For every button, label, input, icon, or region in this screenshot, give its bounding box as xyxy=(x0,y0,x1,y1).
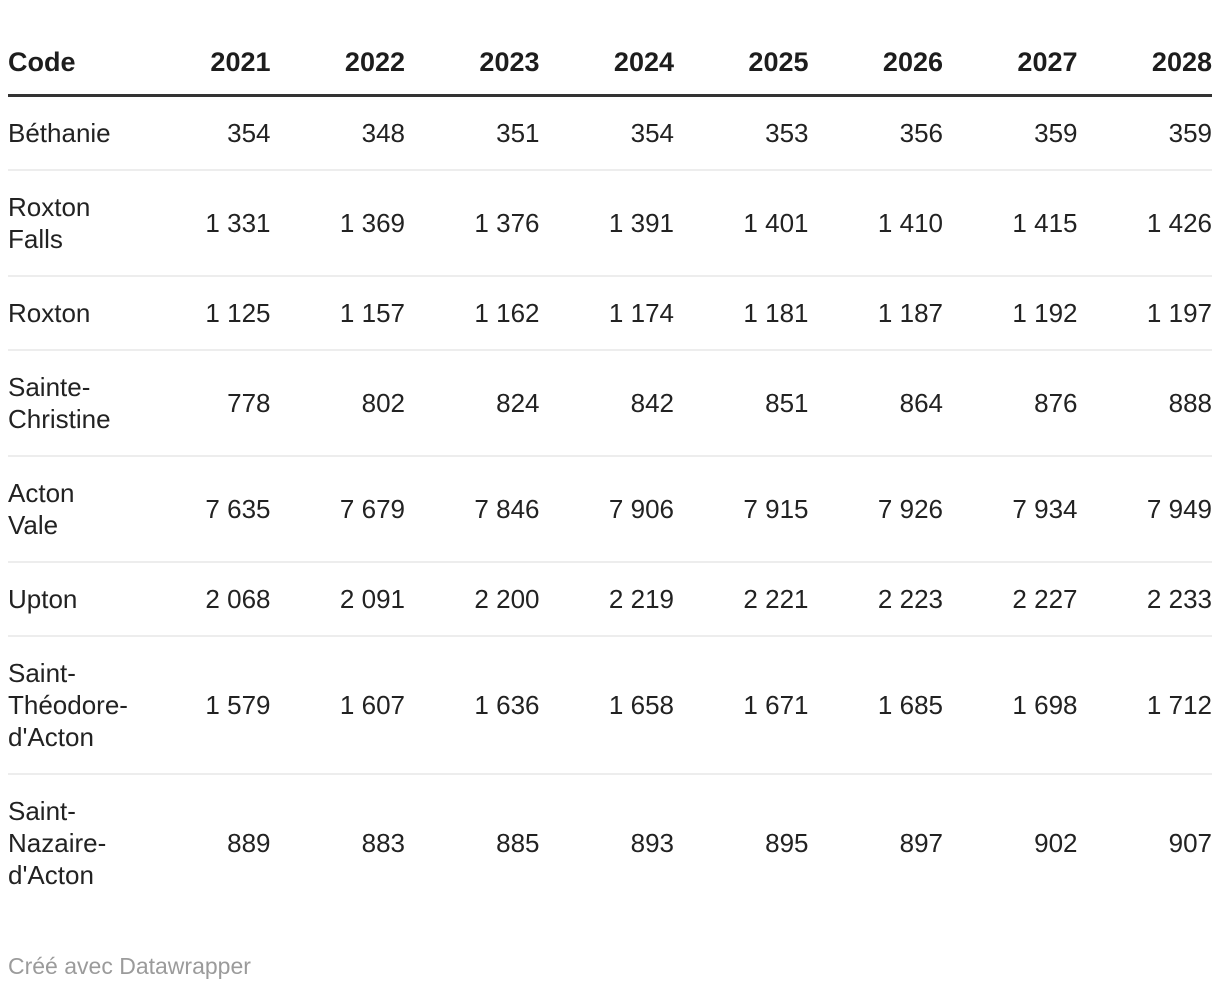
value-cell: 356 xyxy=(808,95,943,171)
table-row: Roxton 1 125 1 157 1 162 1 174 1 181 1 187 1 19… xyxy=(8,276,1212,351)
value-cell: 1 369 xyxy=(270,170,405,277)
value-cell: 1 376 xyxy=(405,170,540,277)
row-label: Upton xyxy=(8,562,136,637)
table-row: Sainte- Christine 778 802 824 842 851 864 876 88… xyxy=(8,350,1212,457)
value-cell: 1 658 xyxy=(539,636,674,775)
value-cell: 1 162 xyxy=(405,276,540,351)
value-cell: 1 410 xyxy=(808,170,943,277)
year-column-header: 2028 xyxy=(1077,0,1212,97)
value-cell: 1 607 xyxy=(270,636,405,775)
value-cell: 1 685 xyxy=(808,636,943,775)
value-cell: 1 174 xyxy=(539,276,674,351)
value-cell: 893 xyxy=(630,828,674,858)
value-cell: 1 187 xyxy=(808,276,943,351)
value-cell: 354 xyxy=(136,95,271,171)
value-cell: 7 926 xyxy=(808,456,943,563)
value-cell: 1 157 xyxy=(270,276,405,351)
value-cell: 2 223 xyxy=(808,562,943,637)
table-row: Béthanie 354 348 351 354 353 356 359 359 xyxy=(8,95,1212,171)
value-cell: 1 331 xyxy=(136,170,271,277)
year-column-header: 2021 xyxy=(136,0,271,97)
value-cell: 7 679 xyxy=(270,456,405,563)
row-label: Roxton Falls xyxy=(8,170,136,277)
value-cell: 359 xyxy=(1077,95,1212,171)
header-row: Code 2021 2022 2023 2024 2025 2026 2027 2028 xyxy=(8,0,1212,97)
value-cell: 2 200 xyxy=(405,562,540,637)
value-cell: 1 671 xyxy=(674,636,809,775)
row-label: Béthanie xyxy=(8,95,136,171)
table-row: Upton 2 068 2 091 2 200 2 219 2 221 2 223 2 227… xyxy=(8,562,1212,637)
value-cell: 902 xyxy=(1034,828,1078,858)
value-cell: 7 635 xyxy=(136,456,271,563)
value-cell: 885 xyxy=(496,828,540,858)
year-column-header: 2022 xyxy=(270,0,405,97)
row-label: Acton Vale xyxy=(8,456,136,563)
value-cell: 1 426 xyxy=(1077,170,1212,277)
value-cell: 2 219 xyxy=(539,562,674,637)
value-cell: 2 233 xyxy=(1077,562,1212,637)
datawrapper-credit-link[interactable]: Créé avec Datawrapper xyxy=(8,953,251,979)
value-cell: 348 xyxy=(270,95,405,171)
value-cell: 353 xyxy=(674,95,809,171)
table-row: Saint- Théodore- d'Acton 1 579 1 607 1 636 1… xyxy=(8,636,1212,775)
value-cell: 1 579 xyxy=(136,636,271,775)
value-cell: 351 xyxy=(405,95,540,171)
value-cell: 897 xyxy=(899,828,943,858)
value-cell: 883 xyxy=(361,828,405,858)
table-body: Béthanie 354 348 351 354 353 356 359 359 Roxton F… xyxy=(8,95,1212,912)
value-cell: 1 401 xyxy=(674,170,809,277)
value-cell: 7 846 xyxy=(405,456,540,563)
value-cell: 1 192 xyxy=(943,276,1078,351)
year-column-header: 2025 xyxy=(674,0,809,97)
value-cell: 2 091 xyxy=(270,562,405,637)
value-cell: 851 xyxy=(674,350,809,457)
table-row: Roxton Falls 1 331 1 369 1 376 1 391 1 401 1 4… xyxy=(8,170,1212,277)
data-table: Code 2021 2022 2023 2024 2025 2026 2027 2028 Bét… xyxy=(8,0,1212,911)
value-cell: 907 xyxy=(1168,828,1212,858)
value-cell: 2 227 xyxy=(943,562,1078,637)
value-cell: 359 xyxy=(943,95,1078,171)
value-cell: 1 391 xyxy=(539,170,674,277)
value-cell: 7 949 xyxy=(1077,456,1212,563)
value-cell: 778 xyxy=(136,350,271,457)
year-column-header: 2024 xyxy=(539,0,674,97)
value-cell: 1 698 xyxy=(943,636,1078,775)
value-cell: 1 712 xyxy=(1077,636,1212,775)
value-cell: 824 xyxy=(405,350,540,457)
value-cell: 802 xyxy=(270,350,405,457)
value-cell: 1 181 xyxy=(674,276,809,351)
corner-header-code: Code xyxy=(8,0,136,97)
value-cell: 864 xyxy=(808,350,943,457)
value-cell: 2 068 xyxy=(136,562,271,637)
value-cell: 876 xyxy=(943,350,1078,457)
value-cell: 1 197 xyxy=(1077,276,1212,351)
table-row: Acton Vale 7 635 7 679 7 846 7 906 7 915 7 926… xyxy=(8,456,1212,563)
value-cell: 354 xyxy=(539,95,674,171)
value-cell: 895 xyxy=(765,828,809,858)
row-label: Roxton xyxy=(8,276,136,351)
row-label: Saint- Théodore- d'Acton xyxy=(8,636,136,775)
table-row: Saint- Nazaire- d'Acton 889 883 885 893 895 89… xyxy=(8,774,1212,911)
value-cell: 2 221 xyxy=(674,562,809,637)
table-header: Code 2021 2022 2023 2024 2025 2026 2027 2028 xyxy=(8,0,1212,97)
year-column-header: 2027 xyxy=(943,0,1078,97)
value-cell: 1 636 xyxy=(405,636,540,775)
row-label: Sainte- Christine xyxy=(8,350,136,457)
value-cell: 888 xyxy=(1077,350,1212,457)
year-column-header: 2026 xyxy=(808,0,943,97)
value-cell: 889 xyxy=(227,828,271,858)
value-cell: 7 906 xyxy=(539,456,674,563)
value-cell: 7 915 xyxy=(674,456,809,563)
value-cell: 1 125 xyxy=(136,276,271,351)
value-cell: 7 934 xyxy=(943,456,1078,563)
year-column-header: 2023 xyxy=(405,0,540,97)
value-cell: 842 xyxy=(539,350,674,457)
value-cell: 1 415 xyxy=(943,170,1078,277)
row-label: Saint- Nazaire- d'Acton xyxy=(8,796,107,890)
